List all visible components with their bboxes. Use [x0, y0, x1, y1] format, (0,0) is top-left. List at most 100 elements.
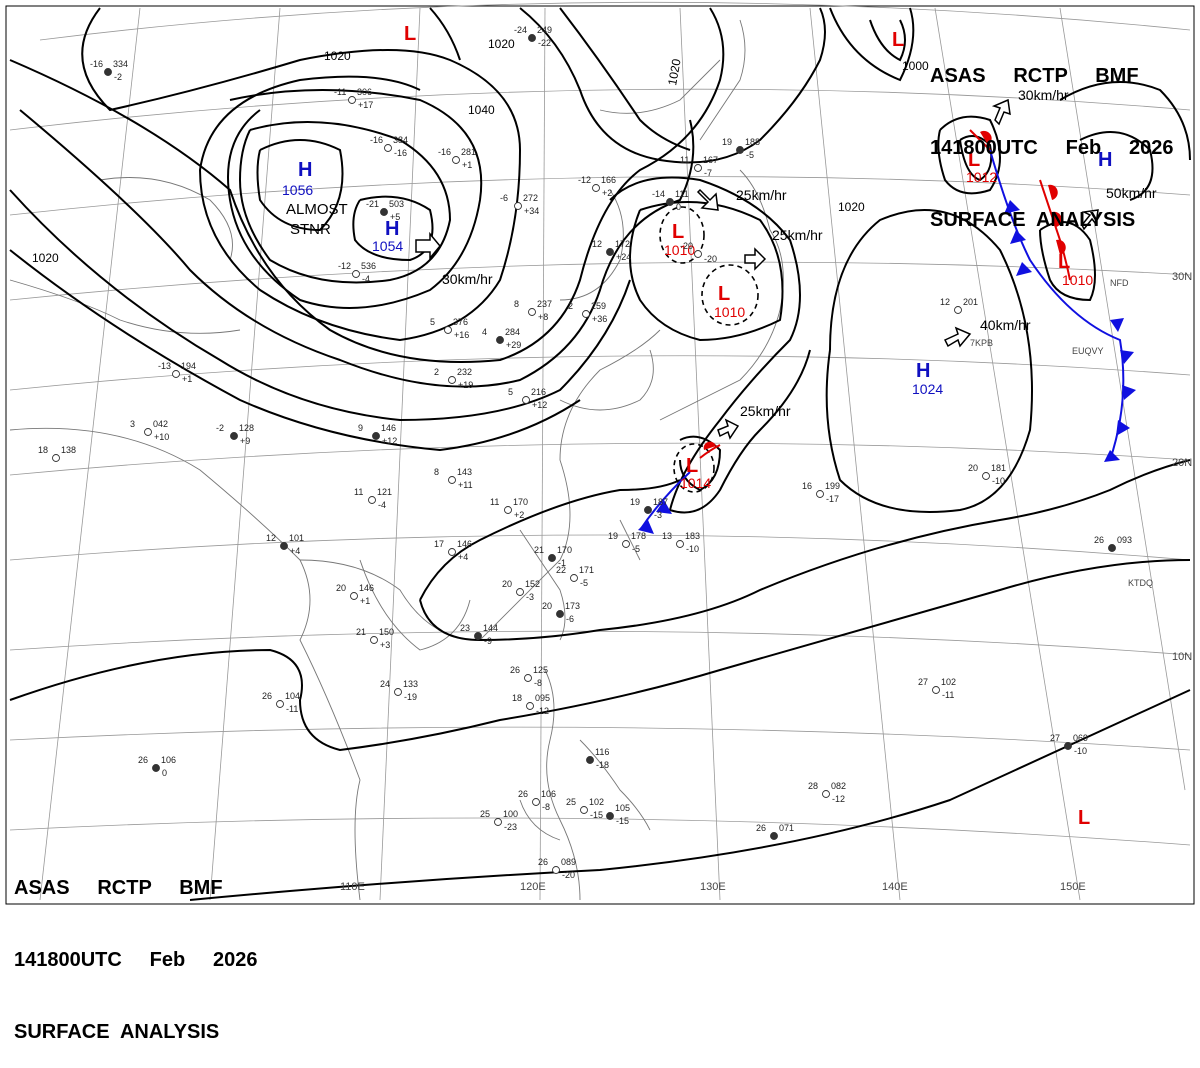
station-temp: 19: [608, 531, 618, 541]
station-pressure: 116: [595, 747, 609, 757]
station-plot: 16 199 -17: [802, 481, 840, 504]
station-tendency: -5: [580, 578, 588, 588]
station-tendency: -1: [558, 558, 566, 568]
station-temp: 2: [568, 301, 573, 311]
station-tendency: -11: [286, 704, 298, 714]
station-temp: 19: [722, 137, 732, 147]
motion-arrows: [415, 98, 1099, 440]
low-centre: L: [1078, 807, 1090, 829]
station-pressure: 376: [453, 317, 468, 327]
station-circle: [770, 832, 778, 840]
station-plot: 2 259 +36: [568, 301, 607, 324]
station-plot: 21 150 +3: [356, 627, 394, 650]
station-pressure: 105: [615, 803, 630, 813]
station-temp: -11: [334, 87, 346, 97]
high-letter: H: [298, 159, 312, 181]
station-pressure: 334: [113, 59, 128, 69]
low-pressure-centres: L L L 1010 L 1010 L 1014 L 1012 L 1010 L: [404, 23, 1093, 829]
station-pressure: 146: [359, 583, 374, 593]
station-tendency: -20: [562, 870, 575, 880]
station-temp: 19: [630, 497, 640, 507]
station-tendency: -18: [596, 760, 609, 770]
station-temp: -16: [90, 59, 103, 69]
ship-id: KTDQ: [1128, 578, 1153, 588]
station-plot: 4 284 +29: [482, 327, 521, 350]
station-tendency: +11: [458, 480, 473, 490]
station-pressure: 102: [941, 677, 956, 687]
low-centre: L 1012: [966, 149, 997, 185]
station-plot: 27 102 -11: [918, 677, 956, 700]
station-plot: 18 138: [38, 445, 76, 462]
station-plot: -2 128 +9: [216, 423, 254, 446]
station-tendency: +1: [182, 374, 192, 384]
station-pressure: 133: [403, 679, 418, 689]
motion-label: 25km/hr: [740, 403, 791, 419]
station-circle: [526, 702, 534, 710]
station-temp: 11: [490, 497, 499, 507]
low-centre: L 1014: [680, 455, 711, 491]
ship-id: 7KPB: [970, 338, 993, 348]
station-circle: [586, 756, 594, 764]
station-tendency: +10: [154, 432, 169, 442]
station-temp: -24: [514, 25, 527, 35]
high-centre: H 1056: [282, 159, 313, 198]
station-circle: [144, 428, 152, 436]
station-pressure: 237: [537, 299, 552, 309]
high-centre: H 1024: [912, 360, 943, 397]
low-centre: L: [404, 23, 416, 45]
station-pressure: 100: [503, 809, 518, 819]
station-plot: 26 071: [756, 823, 794, 840]
station-circle: [580, 806, 588, 814]
motion-label: 25km/hr: [772, 227, 823, 243]
station-pressure: 172: [615, 239, 630, 249]
motion-label: 30km/hr: [442, 271, 493, 287]
station-temp: 27: [918, 677, 928, 687]
station-plot: 5 376 +16: [430, 317, 469, 340]
station-pressure: 171: [579, 565, 594, 575]
station-tendency: -4: [362, 274, 370, 284]
graticule-labels: 110E 120E 130E 140E 150E 30N 20N 10N: [340, 271, 1192, 893]
station-plot: 116-18: [586, 747, 609, 770]
low-centre: L: [892, 29, 904, 51]
station-pressure: 102: [589, 797, 604, 807]
station-tendency: -3: [654, 510, 662, 520]
header-line-3: SURFACE ANALYSIS: [14, 1021, 220, 1043]
station-circle: [736, 146, 744, 154]
station-temp: 11: [680, 155, 689, 165]
station-circle: [694, 250, 702, 258]
station-tendency: -12: [536, 706, 549, 716]
station-circle: [368, 496, 376, 504]
station-temp: 27: [1050, 733, 1060, 743]
station-tendency: +5: [390, 212, 400, 222]
high-value: 1024: [912, 381, 943, 397]
station-tendency: -8: [542, 802, 550, 812]
station-pressure: 082: [831, 781, 846, 791]
station-temp: 23: [460, 623, 470, 633]
station-plots: -16 334-2-11 306+17-16 384-16-21 503+5-12 536…: [38, 25, 1132, 880]
low-letter: L: [404, 23, 416, 45]
station-circle: [522, 396, 530, 404]
station-plot: 3 042 +10: [130, 419, 169, 442]
station-tendency: +2: [514, 510, 524, 520]
station-plot: -16 281 +1: [438, 147, 476, 170]
station-pressure: 104: [285, 691, 300, 701]
isobar-label: 1020: [324, 49, 351, 63]
station-tendency: +4: [458, 552, 468, 562]
station-circle: [1108, 544, 1116, 552]
station-temp: 20: [336, 583, 346, 593]
station-plot: 26 089 -20: [538, 857, 576, 880]
station-circle: [548, 554, 556, 562]
station-plot: -21 503 +5: [366, 199, 404, 222]
dashed-isobars: [659, 206, 759, 493]
station-circle: [524, 674, 532, 682]
station-tendency: -15: [590, 810, 603, 820]
station-tendency: -11: [942, 690, 954, 700]
station-plot: -24 249 -22: [514, 25, 552, 48]
station-tendency: +34: [524, 206, 539, 216]
station-circle: [380, 208, 388, 216]
station-plot: 17 146 +4: [434, 539, 472, 562]
station-temp: 2: [434, 367, 439, 377]
station-temp: 26: [1094, 535, 1104, 545]
station-circle: [552, 866, 560, 874]
high-centre: H 1054: [372, 218, 403, 254]
